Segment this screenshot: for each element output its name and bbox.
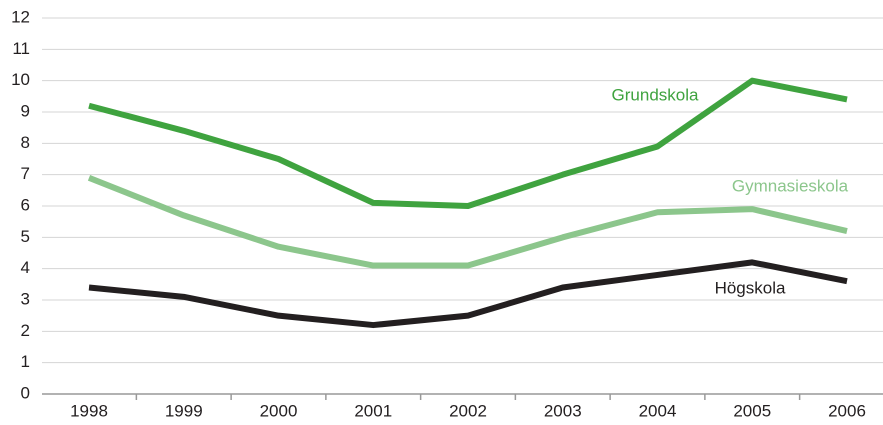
series-label: Gymnasieskola — [732, 176, 849, 195]
y-tick-label: 4 — [21, 258, 30, 277]
y-tick-label: 7 — [21, 164, 30, 183]
x-tick-label: 1998 — [70, 401, 108, 420]
x-tick-label: 1999 — [165, 401, 203, 420]
y-tick-label: 6 — [21, 195, 30, 214]
y-tick-label: 10 — [11, 70, 30, 89]
series-label: Högskola — [715, 278, 786, 297]
y-tick-label: 12 — [11, 7, 30, 26]
series-line — [87, 175, 848, 269]
y-tick-label: 5 — [21, 227, 30, 246]
x-tick-label: 2000 — [260, 401, 298, 420]
x-tick-label: 2001 — [354, 401, 392, 420]
y-tick-label: 1 — [21, 352, 30, 371]
x-tick-label: 2003 — [544, 401, 582, 420]
series-line — [88, 259, 848, 329]
y-tick-label: 8 — [21, 133, 30, 152]
series-label: Grundskola — [612, 85, 699, 104]
x-tick-label: 2005 — [733, 401, 771, 420]
y-tick-label: 9 — [21, 101, 30, 120]
y-tick-label: 2 — [21, 321, 30, 340]
y-tick-label: 11 — [12, 39, 30, 58]
x-tick-label: 2004 — [639, 401, 677, 420]
series-line — [88, 77, 848, 209]
y-tick-label: 0 — [21, 383, 30, 402]
y-tick-label: 3 — [21, 289, 30, 308]
x-tick-label: 2002 — [449, 401, 487, 420]
x-tick-label: 2006 — [828, 401, 866, 420]
